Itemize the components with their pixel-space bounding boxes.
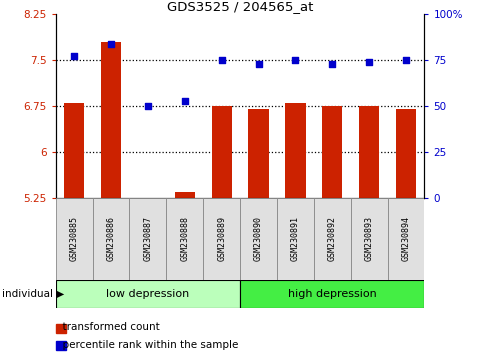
Bar bbox=[358, 106, 378, 198]
Bar bbox=[211, 106, 231, 198]
Title: GDS3525 / 204565_at: GDS3525 / 204565_at bbox=[166, 0, 313, 13]
Bar bbox=[395, 109, 415, 198]
Bar bbox=[248, 109, 268, 198]
Text: percentile rank within the sample: percentile rank within the sample bbox=[56, 340, 238, 350]
Bar bbox=[240, 198, 276, 280]
Bar bbox=[276, 198, 313, 280]
Text: GSM230887: GSM230887 bbox=[143, 216, 152, 262]
Bar bbox=[387, 198, 424, 280]
Text: GSM230890: GSM230890 bbox=[254, 216, 262, 262]
Bar bbox=[166, 198, 203, 280]
Bar bbox=[350, 198, 387, 280]
Bar bbox=[56, 198, 92, 280]
Point bbox=[217, 57, 225, 63]
Bar bbox=[101, 42, 121, 198]
Text: low depression: low depression bbox=[106, 289, 189, 299]
Point bbox=[401, 57, 409, 63]
Point bbox=[70, 54, 78, 59]
Point bbox=[291, 57, 299, 63]
Text: individual ▶: individual ▶ bbox=[2, 289, 64, 299]
Point bbox=[364, 59, 372, 65]
Bar bbox=[56, 280, 240, 308]
Bar bbox=[285, 103, 305, 198]
Text: GSM230892: GSM230892 bbox=[327, 216, 336, 262]
Text: GSM230889: GSM230889 bbox=[217, 216, 226, 262]
Bar bbox=[321, 106, 342, 198]
Text: GSM230888: GSM230888 bbox=[180, 216, 189, 262]
Text: GSM230886: GSM230886 bbox=[106, 216, 115, 262]
Bar bbox=[313, 198, 350, 280]
Point bbox=[328, 61, 335, 67]
Bar bbox=[129, 198, 166, 280]
Bar bbox=[240, 280, 424, 308]
Text: GSM230885: GSM230885 bbox=[70, 216, 78, 262]
Point bbox=[144, 103, 151, 109]
Bar bbox=[64, 103, 84, 198]
Text: GSM230894: GSM230894 bbox=[401, 216, 409, 262]
Bar bbox=[92, 198, 129, 280]
Point bbox=[181, 98, 188, 103]
Text: GSM230893: GSM230893 bbox=[364, 216, 373, 262]
Text: transformed count: transformed count bbox=[56, 322, 159, 332]
Text: high depression: high depression bbox=[287, 289, 376, 299]
Bar bbox=[174, 192, 195, 198]
Text: GSM230891: GSM230891 bbox=[290, 216, 299, 262]
Bar bbox=[203, 198, 240, 280]
Point bbox=[254, 61, 262, 67]
Point bbox=[107, 41, 115, 46]
